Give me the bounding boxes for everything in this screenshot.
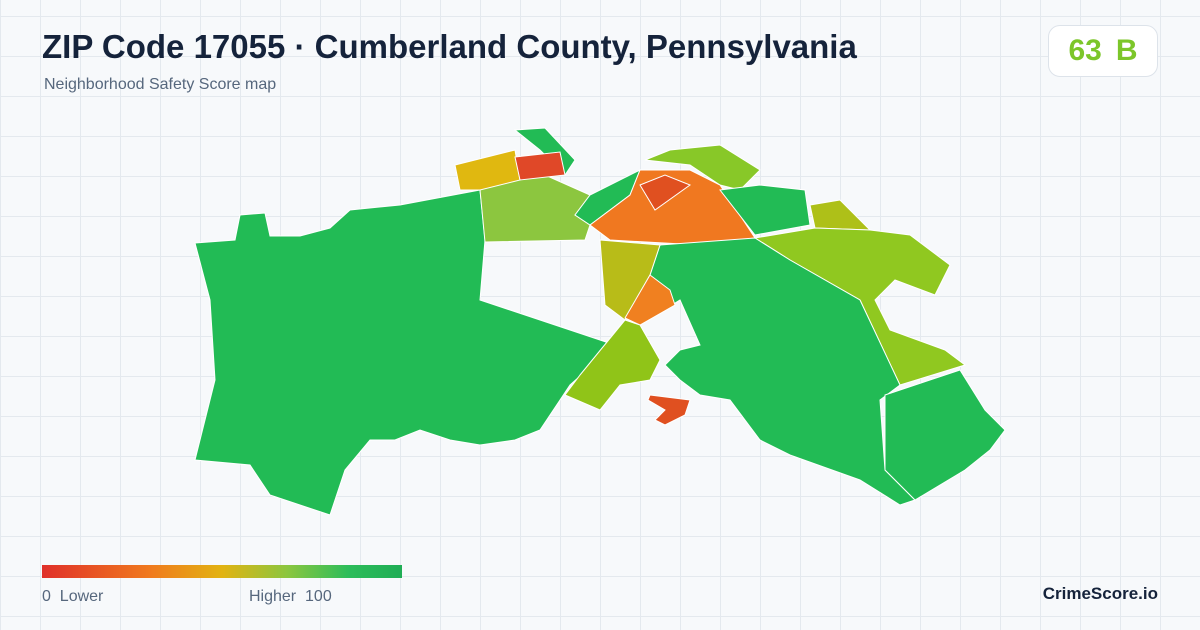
score-grade: B bbox=[1115, 34, 1138, 67]
score-value: 63 bbox=[1068, 34, 1102, 67]
area bbox=[194, 189, 616, 516]
legend-max: 100 bbox=[305, 588, 332, 605]
area bbox=[884, 369, 1006, 501]
area bbox=[644, 144, 761, 191]
area bbox=[454, 149, 521, 191]
area bbox=[639, 174, 692, 211]
title: ZIP Code 17055 · Cumberland County, Penn… bbox=[42, 28, 857, 65]
area bbox=[809, 199, 872, 231]
legend-high: Higher 100 bbox=[249, 588, 332, 606]
area bbox=[589, 169, 756, 246]
area bbox=[564, 319, 661, 411]
subtitle: Neighborhood Safety Score map bbox=[44, 76, 277, 93]
area bbox=[719, 184, 811, 236]
legend-low: 0 Lower bbox=[42, 588, 103, 606]
legend-min-label: Lower bbox=[59, 588, 104, 605]
area bbox=[624, 274, 676, 326]
legend-gradient bbox=[42, 565, 402, 578]
area bbox=[647, 394, 691, 426]
score-badge: 63 B bbox=[1048, 25, 1158, 77]
brand: CrimeScore.io bbox=[1042, 584, 1158, 603]
area bbox=[514, 151, 566, 181]
legend-max-label: Higher bbox=[249, 588, 297, 605]
legend-min: 0 bbox=[42, 588, 51, 605]
